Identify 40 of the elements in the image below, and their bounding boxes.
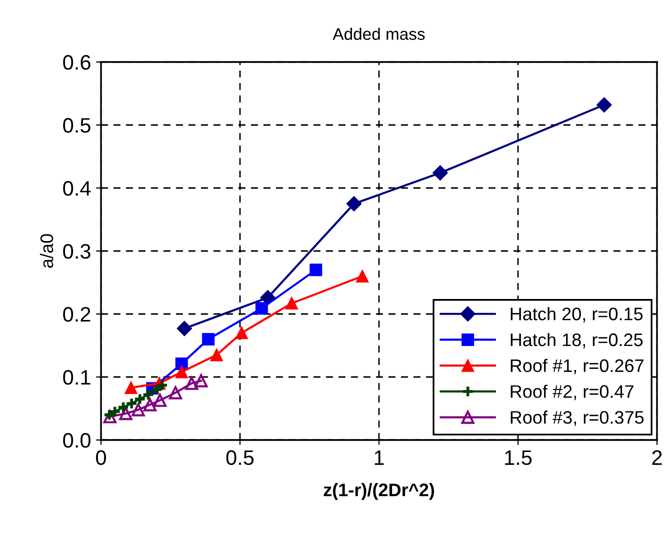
x-tick-label: 2 (652, 450, 662, 465)
point (285, 297, 298, 310)
point (235, 326, 248, 340)
point (194, 374, 208, 388)
point (132, 403, 145, 416)
y-tick-label: 0.5 (63, 118, 90, 133)
point (210, 348, 223, 362)
legend-label: Roof #3, r=0.375 (510, 410, 644, 426)
point (168, 386, 182, 400)
legend-label: Roof #1, r=0.267 (510, 358, 644, 374)
point (346, 196, 362, 212)
legend-label: Hatch 18, r=0.25 (510, 332, 643, 348)
point (153, 394, 167, 407)
x-tick-label: 0.5 (226, 450, 254, 466)
point (255, 302, 268, 315)
y-tick-label: 0.0 (63, 433, 90, 448)
y-tick-label: 0.3 (63, 244, 90, 259)
y-tick-label: 0.1 (63, 370, 90, 385)
legend-label: Roof #2, r=0.47 (510, 384, 634, 400)
point (176, 320, 192, 336)
x-tick-label: 1 (374, 450, 384, 465)
x-tick-label: 1.5 (505, 450, 532, 466)
x-axis-title: z(1-r)/(2Dr^2) (324, 483, 434, 500)
legend-label: Hatch 20, r=0.15 (510, 307, 643, 322)
point (432, 165, 448, 180)
point (175, 366, 188, 378)
y-axis-title: a/a0 (40, 234, 54, 268)
point (310, 264, 322, 276)
point (143, 398, 157, 412)
y-tick-label: 0.6 (63, 55, 90, 70)
point (185, 376, 198, 390)
point (124, 381, 138, 394)
point (596, 97, 612, 112)
point (202, 332, 215, 346)
point (119, 406, 132, 420)
y-tick-label: 0.4 (63, 181, 91, 196)
x-tick-label: 0 (96, 450, 106, 466)
chart-title: Added mass (332, 28, 425, 40)
y-tick-label: 0.2 (63, 307, 90, 322)
point (356, 270, 369, 282)
